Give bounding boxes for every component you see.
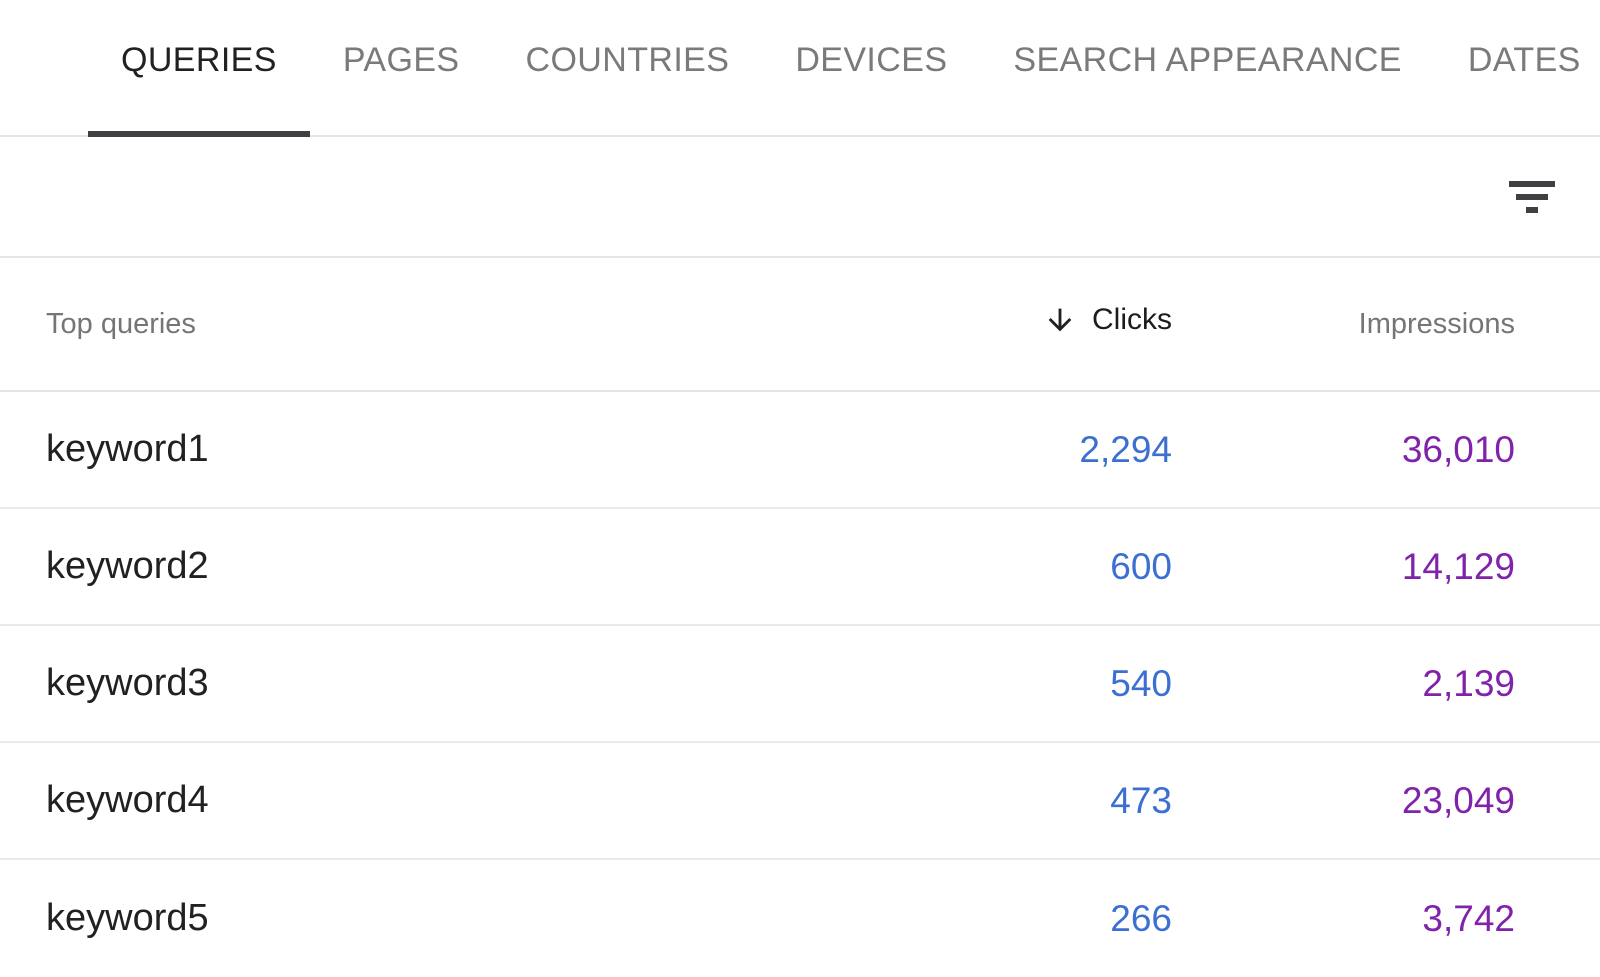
- tab-search-appearance[interactable]: SEARCH APPEARANCE: [1013, 41, 1402, 79]
- tab-dates[interactable]: DATES: [1467, 41, 1581, 79]
- filter-button[interactable]: [1509, 180, 1555, 213]
- tab-queries[interactable]: QUERIES: [88, 0, 310, 137]
- tab-devices[interactable]: DEVICES: [795, 41, 948, 79]
- table-row[interactable]: keyword2 600 14,129: [0, 509, 1600, 626]
- impressions-cell: 3,742: [1422, 897, 1515, 939]
- query-cell: keyword4: [46, 779, 209, 821]
- tab-countries[interactable]: COUNTRIES: [525, 41, 730, 79]
- table-header-row: Top queries Clicks Impressions: [0, 258, 1600, 392]
- table-row[interactable]: keyword4 473 23,049: [0, 743, 1600, 860]
- clicks-cell: 540: [1110, 662, 1172, 704]
- impressions-cell: 36,010: [1401, 428, 1515, 470]
- table-row[interactable]: keyword5 266 3,742: [0, 860, 1600, 977]
- impressions-cell: 14,129: [1401, 545, 1515, 587]
- table-row[interactable]: keyword3 540 2,139: [0, 626, 1600, 743]
- query-cell: keyword1: [46, 428, 209, 470]
- clicks-cell: 2,294: [1079, 428, 1172, 470]
- column-header-clicks[interactable]: Clicks: [922, 303, 1172, 345]
- clicks-header-label: Clicks: [1092, 303, 1172, 336]
- query-cell: keyword5: [46, 897, 209, 939]
- clicks-cell: 600: [1110, 545, 1172, 587]
- query-cell: keyword2: [46, 545, 209, 587]
- filter-toolbar: [0, 137, 1600, 258]
- column-header-top-queries: Top queries: [46, 307, 196, 340]
- queries-table-body: keyword1 2,294 36,010 keyword2 600 14,12…: [0, 392, 1600, 977]
- impressions-cell: 23,049: [1401, 779, 1515, 821]
- tab-pages[interactable]: PAGES: [342, 41, 460, 79]
- column-header-impressions[interactable]: Impressions: [1358, 307, 1515, 340]
- tab-bar: QUERIES PAGES COUNTRIES DEVICES SEARCH A…: [0, 0, 1600, 137]
- filter-funnel-icon: [1509, 180, 1555, 213]
- clicks-cell: 473: [1110, 779, 1172, 821]
- impressions-cell: 2,139: [1422, 662, 1515, 704]
- table-row[interactable]: keyword1 2,294 36,010: [0, 392, 1600, 509]
- clicks-cell: 266: [1110, 897, 1172, 939]
- query-cell: keyword3: [46, 662, 209, 704]
- sort-descending-arrow-icon: [1043, 303, 1077, 337]
